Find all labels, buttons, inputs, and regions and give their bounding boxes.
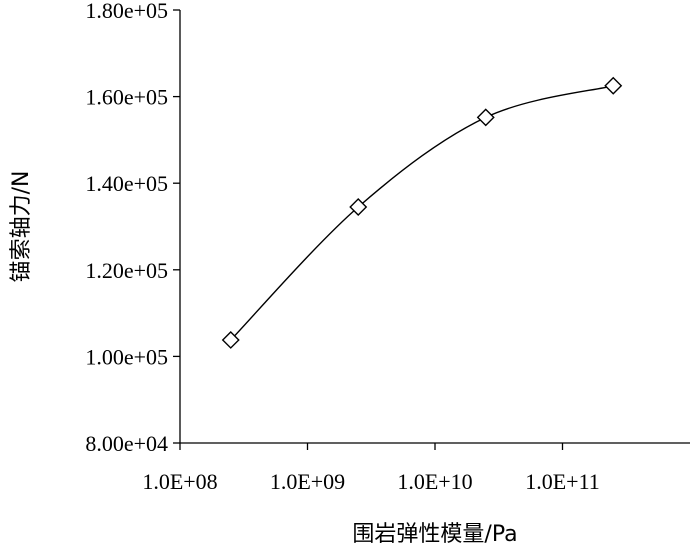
data-point-marker: [476, 108, 495, 127]
y-tick-label: 8.00e+04: [85, 431, 168, 456]
y-tick-label: 1.60e+05: [85, 85, 168, 110]
series-line: [230, 85, 614, 341]
x-tick-label: 1.0E+09: [270, 469, 345, 494]
x-ticks: 1.0E+08 1.0E+09 1.0E+10 1.0E+11: [142, 443, 600, 494]
y-tick-label: 1.80e+05: [85, 0, 168, 23]
data-point-marker: [349, 198, 368, 217]
x-axis-title: 围岩弹性模量/Pa: [352, 522, 517, 547]
y-ticks: 8.00e+04 1.00e+05 1.20e+05 1.40e+05 1.60e+05…: [85, 0, 180, 456]
series: [221, 76, 623, 349]
data-point-marker: [221, 330, 240, 349]
x-tick-label: 1.0E+11: [525, 469, 600, 494]
x-tick-label: 1.0E+10: [397, 469, 472, 494]
x-tick-label: 1.0E+08: [142, 469, 217, 494]
data-point-marker: [604, 76, 623, 95]
y-axis-title: 锚索轴力/N: [9, 171, 34, 283]
y-tick-label: 1.00e+05: [85, 344, 168, 369]
y-tick-label: 1.40e+05: [85, 171, 168, 196]
axes: [179, 10, 690, 444]
y-tick-label: 1.20e+05: [85, 258, 168, 283]
